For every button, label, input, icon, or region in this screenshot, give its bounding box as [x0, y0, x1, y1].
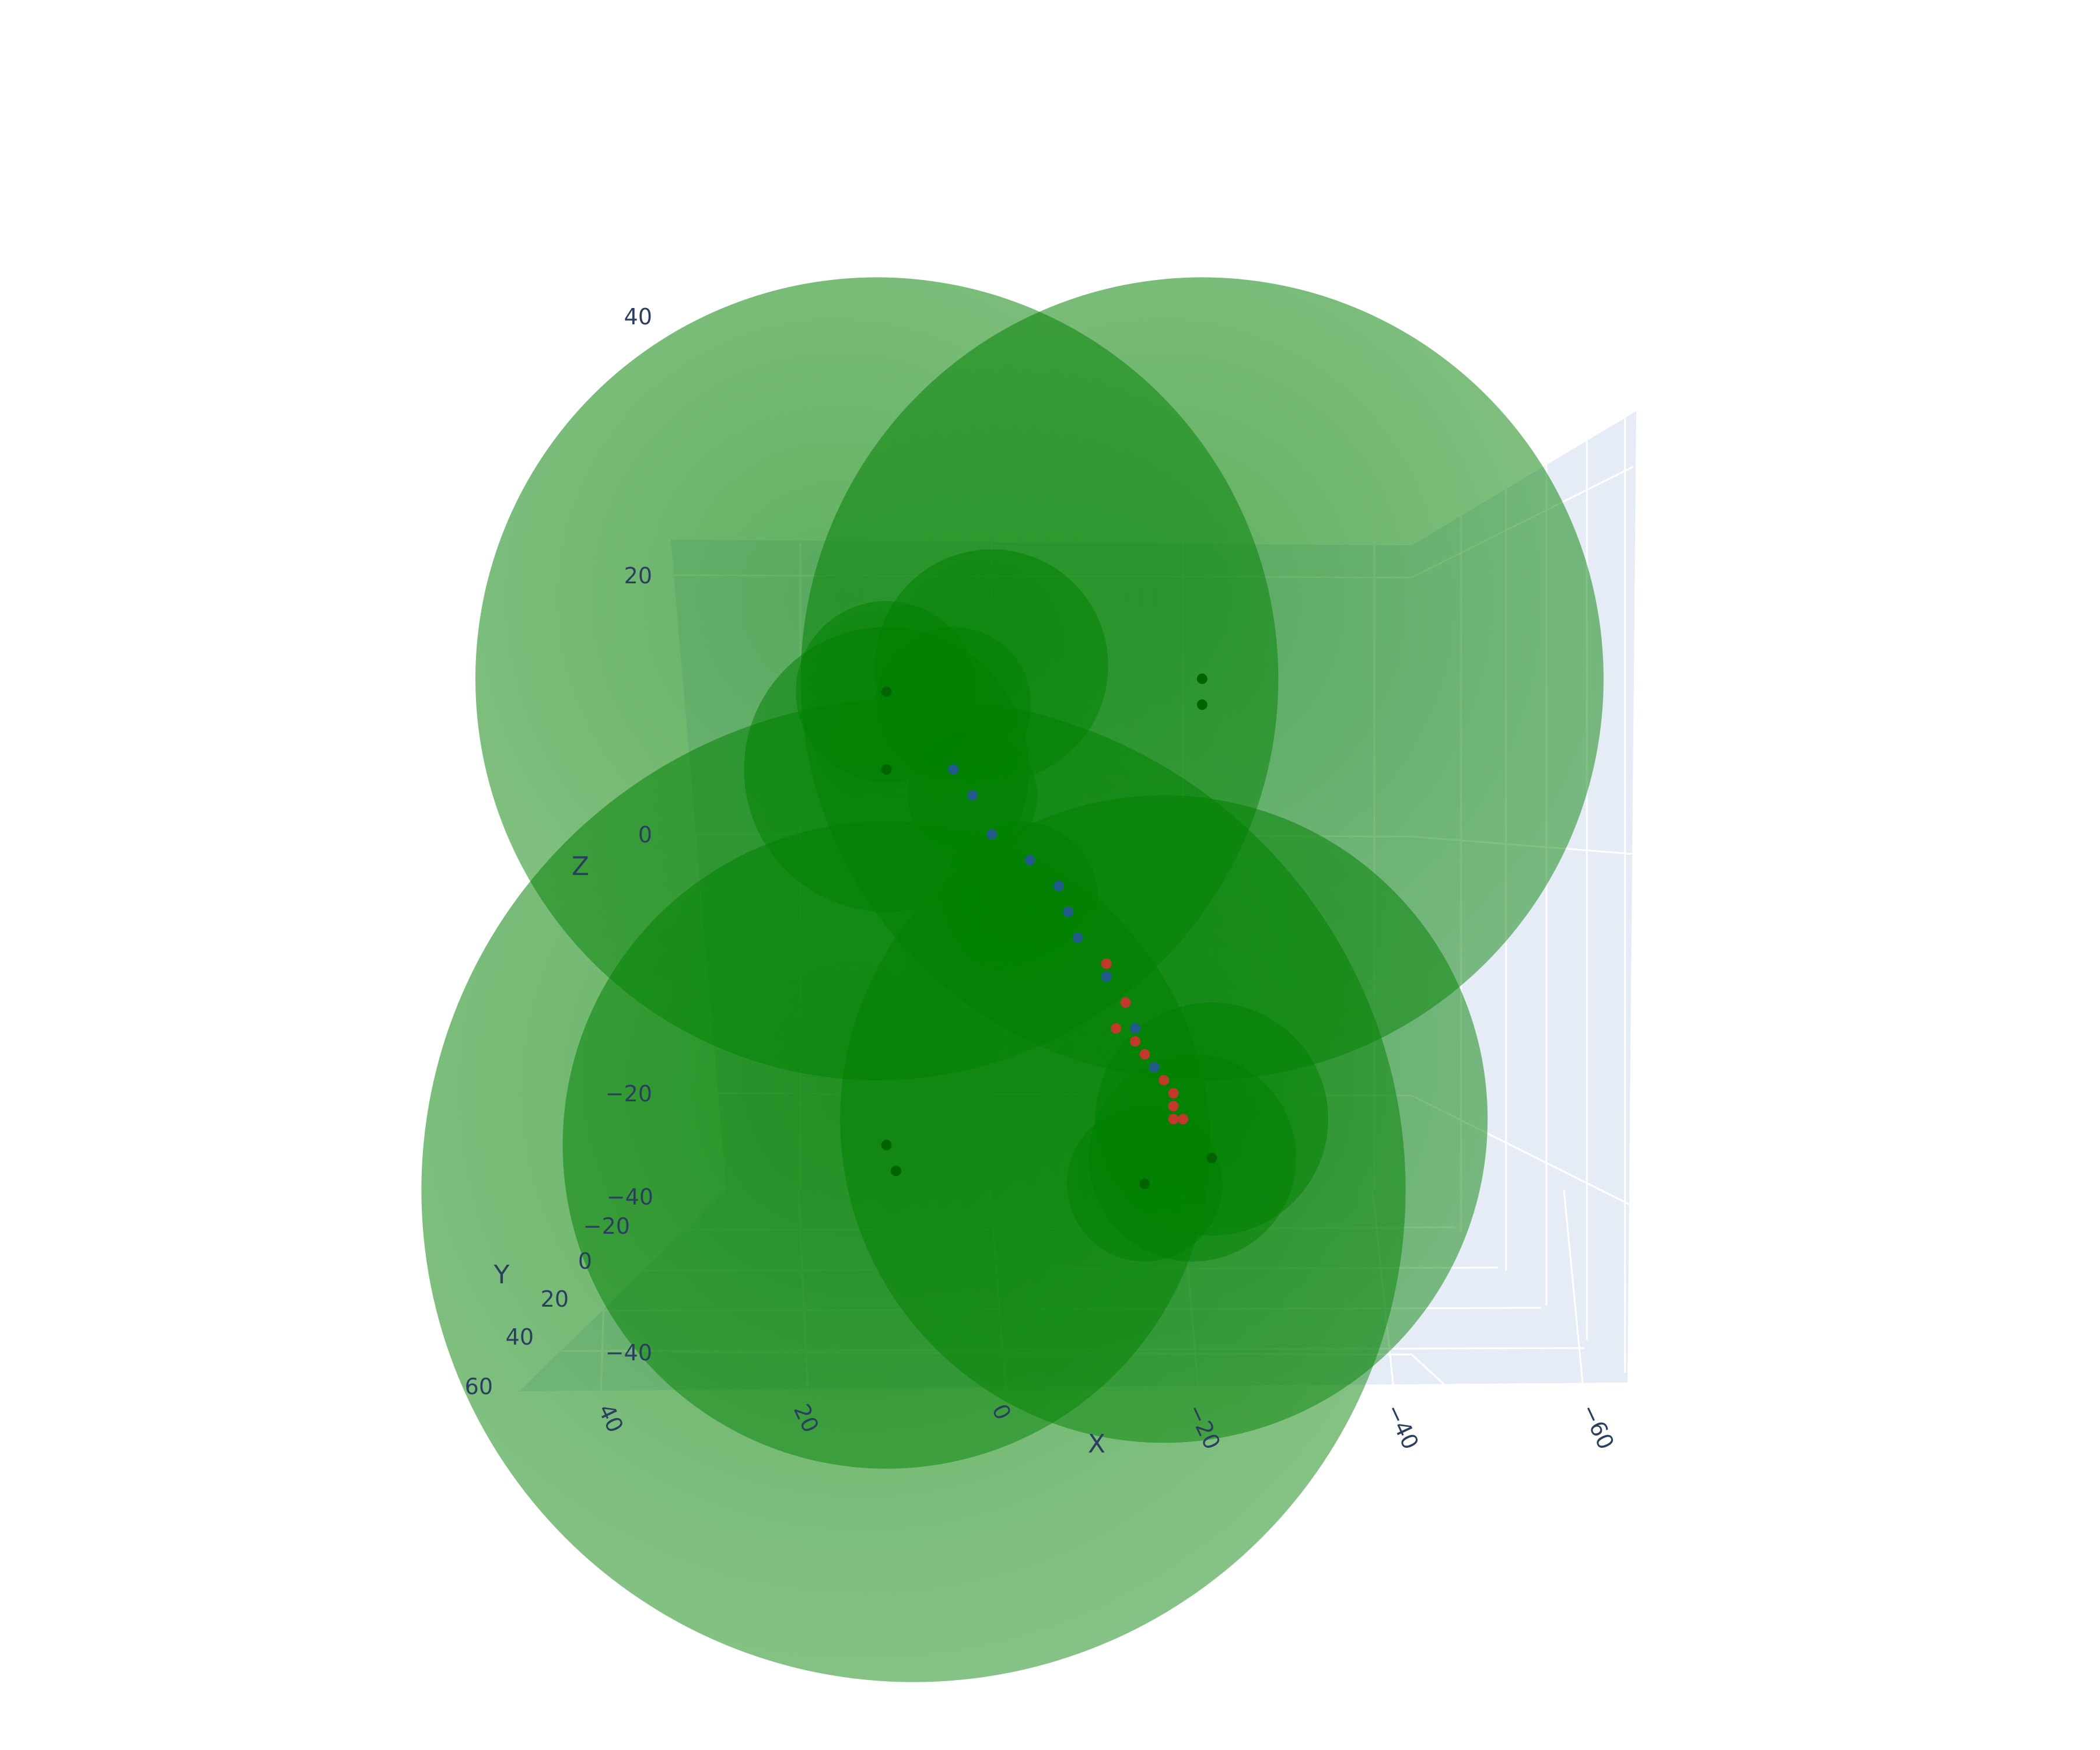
z-axis-title: Z — [572, 852, 589, 881]
green-point[interactable] — [1196, 673, 1208, 684]
green-point[interactable] — [891, 1166, 901, 1177]
green-point[interactable] — [881, 686, 892, 697]
grid-x-floor — [1563, 1189, 1585, 1395]
blue-point[interactable] — [967, 790, 978, 801]
z-tick-label: −20 — [606, 1081, 652, 1107]
blue-point[interactable] — [1053, 880, 1064, 891]
green-point[interactable] — [1196, 699, 1208, 710]
blue-point[interactable] — [1130, 1023, 1140, 1034]
green-point[interactable] — [1206, 1153, 1217, 1163]
blue-point[interactable] — [948, 764, 959, 775]
spheres — [421, 277, 1604, 1682]
y-tick-label: −20 — [583, 1213, 630, 1239]
red-point[interactable] — [1168, 1101, 1179, 1112]
x-tick-label: −60 — [1576, 1400, 1619, 1453]
green-point[interactable] — [881, 764, 892, 775]
blue-point[interactable] — [1024, 855, 1035, 866]
sphere[interactable] — [943, 821, 1098, 977]
red-point[interactable] — [1101, 958, 1112, 969]
blue-point[interactable] — [1072, 932, 1083, 943]
blue-point[interactable] — [1063, 907, 1074, 918]
blue-point[interactable] — [986, 829, 997, 839]
x-tick-label: −40 — [1381, 1400, 1424, 1453]
z-tick-label: −40 — [606, 1340, 652, 1366]
y-tick-label: 40 — [506, 1324, 534, 1350]
red-point[interactable] — [1130, 1036, 1140, 1047]
blue-point[interactable] — [1101, 971, 1112, 982]
blue-point[interactable] — [1149, 1062, 1160, 1073]
red-point[interactable] — [1139, 1049, 1150, 1060]
green-point[interactable] — [881, 1139, 892, 1150]
grid-z-side — [1411, 183, 1634, 320]
x-axis-title: X — [1088, 1429, 1105, 1459]
red-point[interactable] — [1111, 1023, 1122, 1034]
red-point[interactable] — [1168, 1114, 1179, 1125]
red-point[interactable] — [1120, 997, 1131, 1008]
red-point[interactable] — [1178, 1114, 1188, 1125]
y-tick-label: 60 — [465, 1374, 493, 1399]
red-point[interactable] — [1158, 1074, 1170, 1086]
z-tick-label: 20 — [624, 563, 652, 589]
grid-z-side — [1410, 1353, 1634, 1560]
y-axis-title: Y — [494, 1260, 510, 1290]
z-tick-label: 0 — [638, 822, 652, 848]
red-point[interactable] — [1168, 1088, 1179, 1098]
y-tick-label: 0 — [578, 1248, 592, 1274]
z-tick-label: 40 — [624, 304, 652, 330]
data-points — [881, 673, 1217, 1189]
y-tick-label: −40 — [607, 1184, 653, 1210]
green-point[interactable] — [1139, 1178, 1150, 1189]
y-tick-label: 20 — [541, 1286, 569, 1312]
